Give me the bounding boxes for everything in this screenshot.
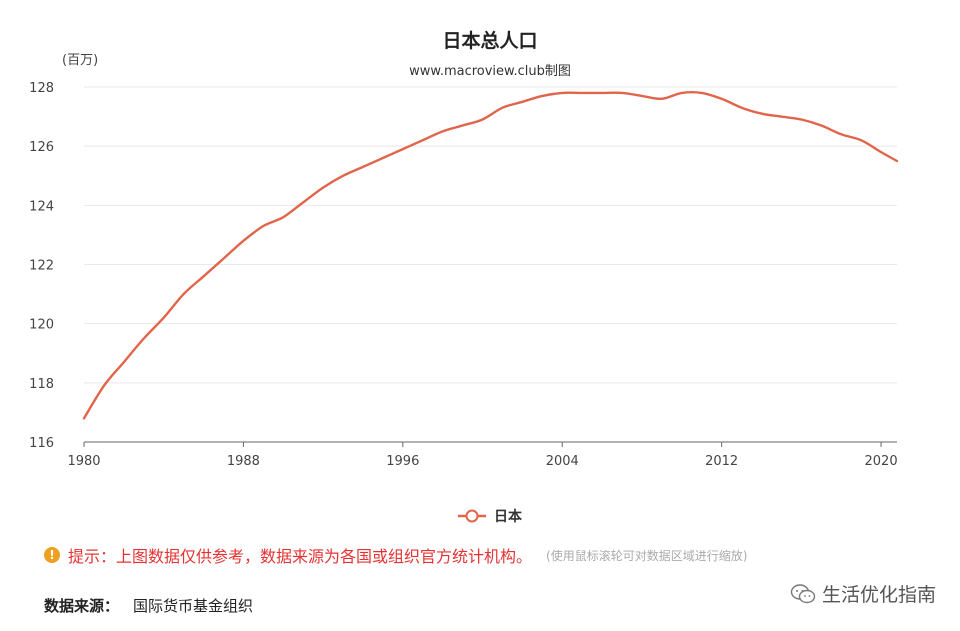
legend[interactable]: 日本 — [458, 508, 523, 525]
y-tick-label: 122 — [29, 259, 54, 274]
grid-layer — [83, 86, 897, 447]
y-tick-label: 128 — [29, 81, 54, 96]
chart-title: 日本总人口 — [442, 29, 537, 52]
zoom-hint-note: (使用鼠标滚轮可对数据区域进行缩放) — [546, 548, 748, 563]
x-tick-label: 1980 — [67, 454, 100, 469]
y-tick-label: 126 — [29, 140, 54, 155]
watermark: 生活优化指南 — [790, 580, 936, 607]
x-tick-label: 2012 — [705, 454, 738, 469]
warning-icon: ! — [44, 547, 60, 563]
series-line-japan[interactable] — [82, 90, 899, 420]
y-axis-unit: (百万) — [62, 53, 98, 68]
x-tick-label: 2020 — [865, 454, 898, 469]
source-label: 数据来源： — [44, 597, 120, 615]
series-layer — [82, 90, 899, 420]
y-tick-label: 118 — [29, 377, 54, 392]
source-value: 国际货币基金组织 — [133, 597, 254, 615]
y-tick-label: 120 — [29, 318, 54, 333]
hint-bar: ! 提示：上图数据仅供参考，数据来源为各国或组织官方统计机构。 (使用鼠标滚轮可… — [44, 543, 747, 567]
hint-text: 提示：上图数据仅供参考，数据来源为各国或组织官方统计机构。 — [68, 547, 533, 566]
data-source: 数据来源： 国际货币基金组织 — [44, 595, 253, 616]
chart-subtitle: www.macroview.club制图 — [409, 64, 571, 79]
x-tick-label: 1996 — [386, 454, 419, 469]
y-tick-label: 124 — [29, 199, 54, 214]
x-tick-label: 1988 — [227, 454, 260, 469]
watermark-text: 生活优化指南 — [821, 584, 936, 606]
x-tick-label: 2004 — [546, 454, 579, 469]
legend-marker-icon — [465, 509, 479, 523]
legend-label[interactable]: 日本 — [494, 508, 523, 525]
wechat-icon — [790, 583, 816, 603]
tick-layer: 116 118 120 122 124 126 128 1980 1988 1996 2004 201… — [29, 81, 897, 469]
y-tick-label: 116 — [29, 436, 54, 451]
